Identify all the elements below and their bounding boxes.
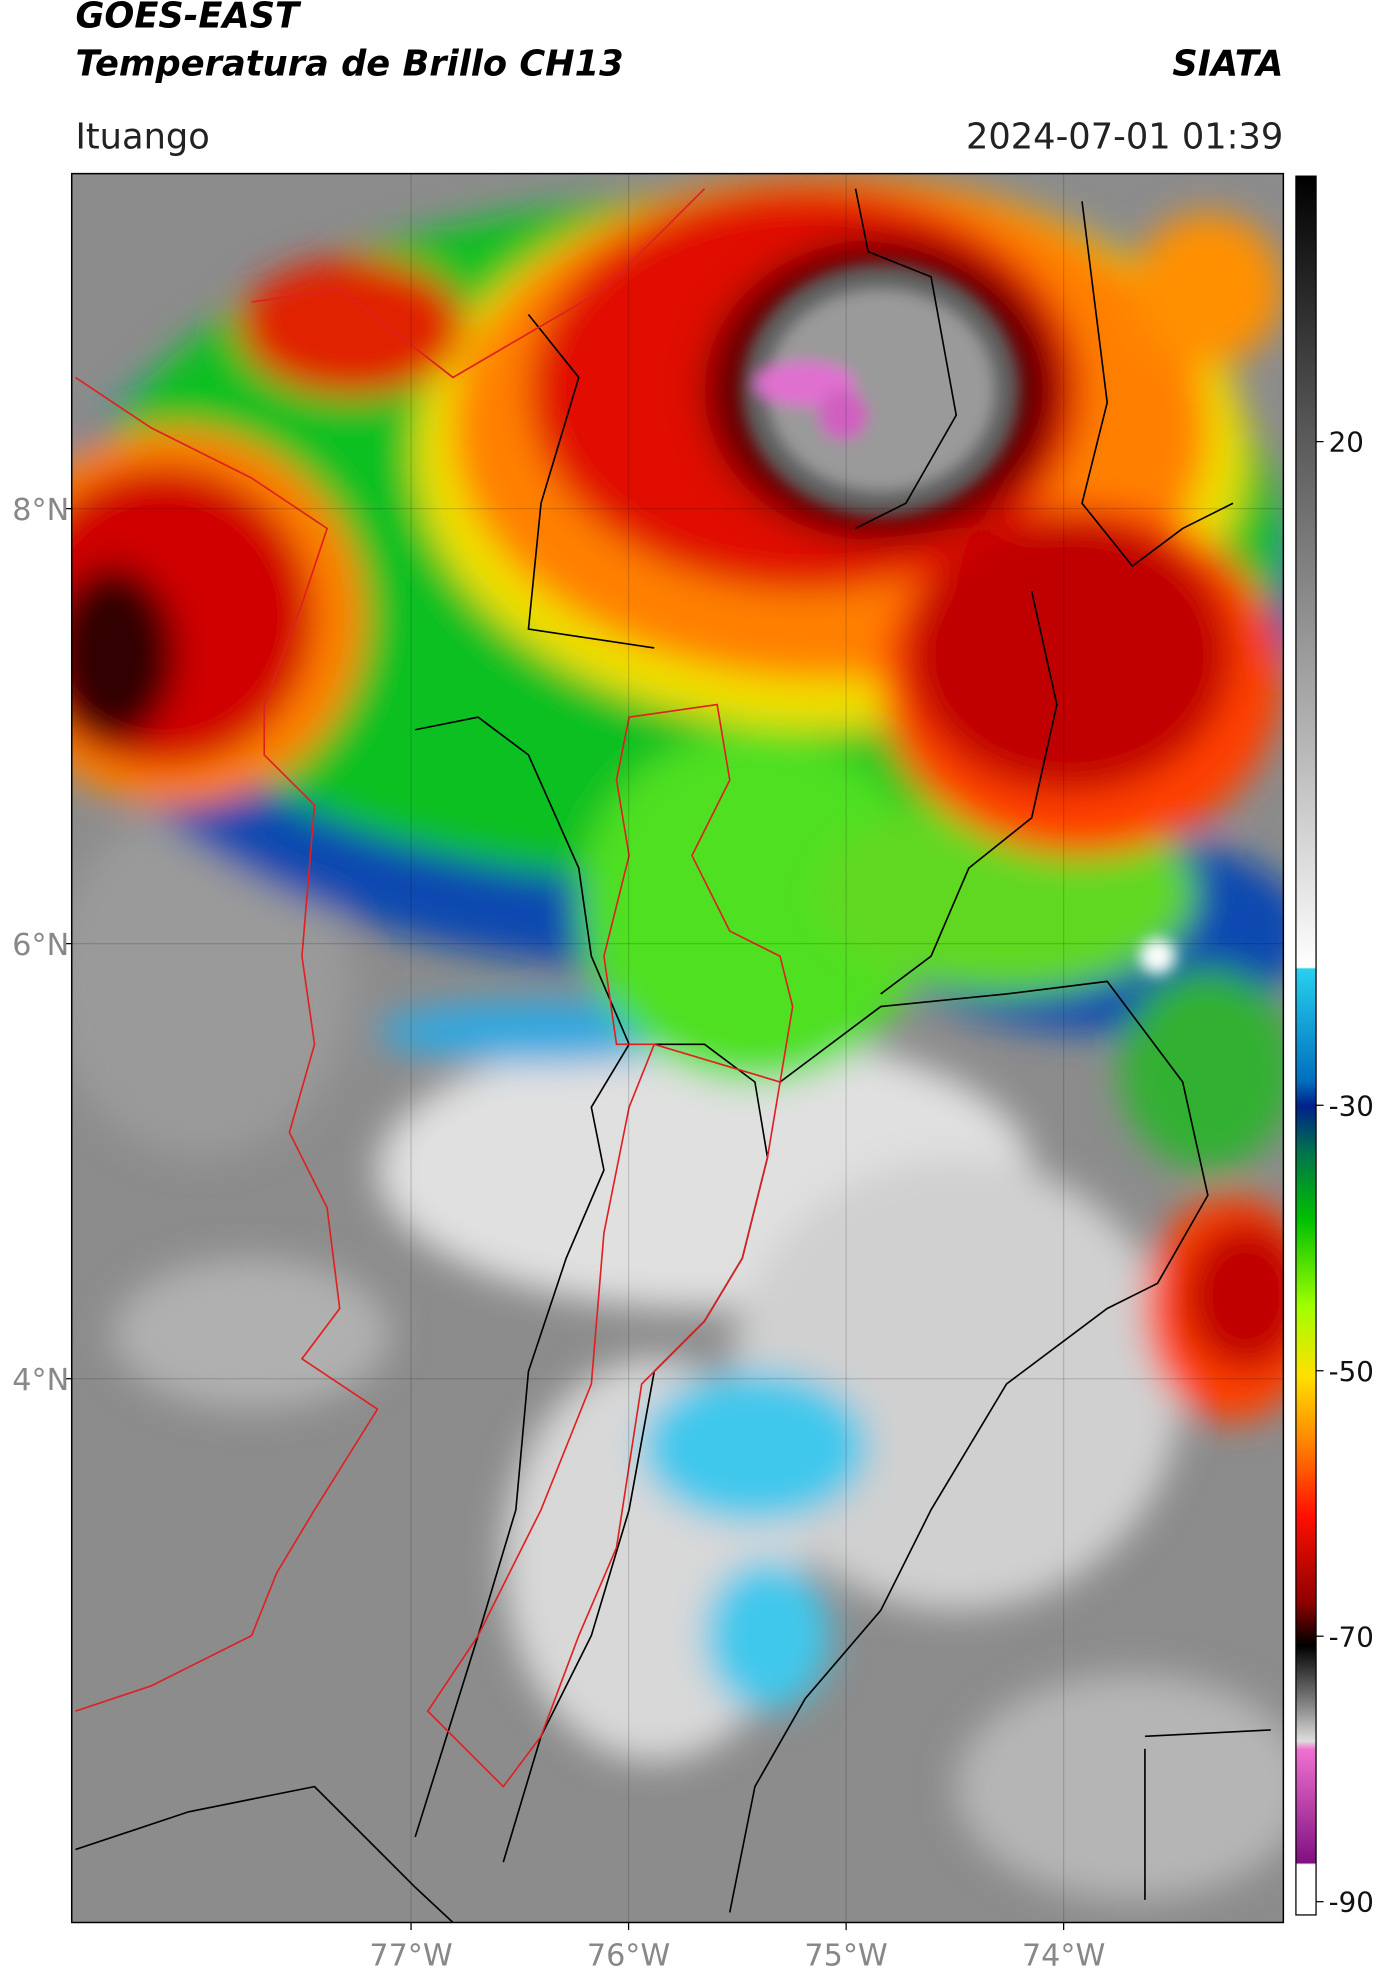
satellite-image <box>71 173 1284 1923</box>
region: Ituango <box>75 116 209 157</box>
x-tick-label: 76°W <box>587 1938 670 1973</box>
colorbar-tick-label: 20 <box>1329 426 1364 459</box>
map-frame <box>70 172 1285 1924</box>
title-line1: GOES-EAST <box>75 0 302 37</box>
title-line2: Temperatura de Brillo CH13 <box>75 43 623 84</box>
y-tick-label: 6°N <box>12 928 69 963</box>
axes-overlay: 77°W 76°W 75°W 74°W 4°N 6°N 8°N -90 -70 -50 -30 20 <box>12 173 1374 1973</box>
colorbar-tick-label: -90 <box>1329 1886 1374 1919</box>
colorbar-tick-label: -70 <box>1329 1620 1374 1653</box>
y-tick-label: 4°N <box>12 1363 69 1398</box>
colorbar <box>1295 175 1317 1916</box>
y-tick-label: 8°N <box>12 493 69 528</box>
colorbar-tick-label: -50 <box>1329 1355 1374 1388</box>
colorbar-tick-label: -30 <box>1329 1089 1374 1122</box>
datetime: 2024-07-01 01:39 <box>966 116 1283 157</box>
x-tick-label: 74°W <box>1022 1938 1105 1973</box>
source: SIATA <box>1172 43 1283 84</box>
x-tick-label: 77°W <box>369 1938 452 1973</box>
x-tick-label: 75°W <box>804 1938 887 1973</box>
coastline-borders <box>75 188 794 1788</box>
